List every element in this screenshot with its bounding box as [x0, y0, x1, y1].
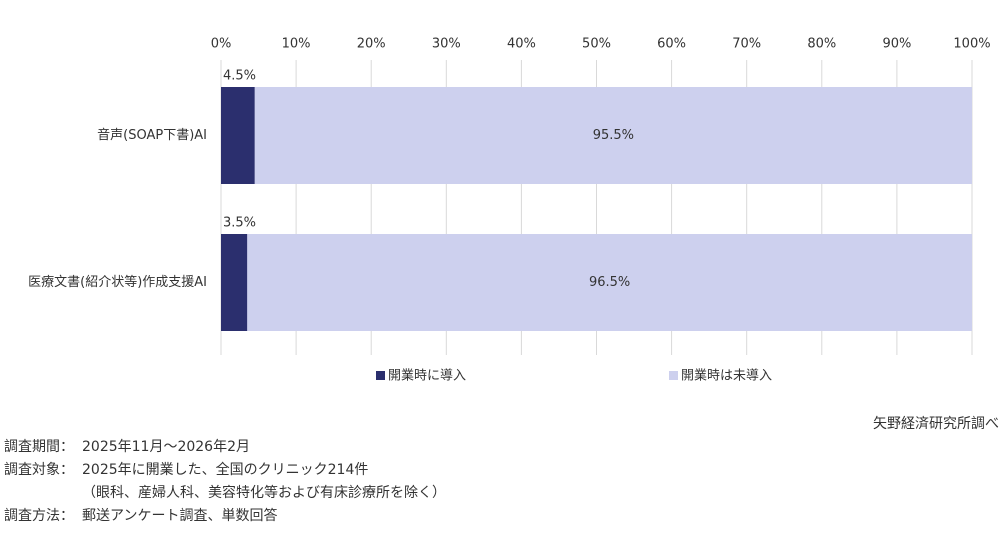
- bar: [247, 234, 972, 331]
- note-text: （眼科、産婦人科、美容特化等および有床診療所を除く）: [82, 484, 446, 501]
- x-tick-label: 80%: [807, 37, 836, 52]
- note-text: 郵送アンケート調査、単数回答: [82, 507, 277, 524]
- x-tick-label: 50%: [582, 37, 611, 52]
- x-tick-label: 20%: [357, 37, 386, 52]
- bar: [221, 234, 248, 331]
- x-tick-label: 10%: [282, 37, 311, 52]
- legend-swatch: [376, 371, 385, 380]
- y-tick-label: 医療文書(紹介状等)作成支援AI: [28, 274, 207, 290]
- source: 矢野経済研究所調べ: [873, 416, 999, 432]
- x-tick-label: 60%: [657, 37, 686, 52]
- x-tick-label: 70%: [732, 37, 761, 52]
- legend-swatch: [669, 371, 678, 380]
- bar: [221, 87, 255, 184]
- data-label: 3.5%: [223, 216, 256, 231]
- data-label: 96.5%: [589, 275, 630, 290]
- note-label: 調査対象：: [4, 462, 74, 478]
- x-tick-label: 0%: [211, 37, 232, 52]
- note-label: 調査期間：: [4, 439, 74, 455]
- data-label: 95.5%: [593, 128, 634, 143]
- x-tick-label: 30%: [432, 37, 461, 52]
- data-label: 4.5%: [223, 69, 256, 84]
- x-tick-label: 100%: [953, 37, 990, 52]
- x-tick-label: 90%: [882, 37, 911, 52]
- legend-label: 開業時に導入: [388, 368, 466, 384]
- bar: [254, 87, 973, 184]
- note-text: 2025年11月～2026年2月: [82, 439, 250, 455]
- note-text: 2025年に開業した、全国のクリニック214件: [82, 461, 368, 478]
- y-tick-label: 音声(SOAP下書)AI: [97, 127, 207, 143]
- x-tick-label: 40%: [507, 37, 536, 52]
- legend-label: 開業時は未導入: [681, 368, 772, 384]
- note-label: 調査方法：: [4, 508, 74, 524]
